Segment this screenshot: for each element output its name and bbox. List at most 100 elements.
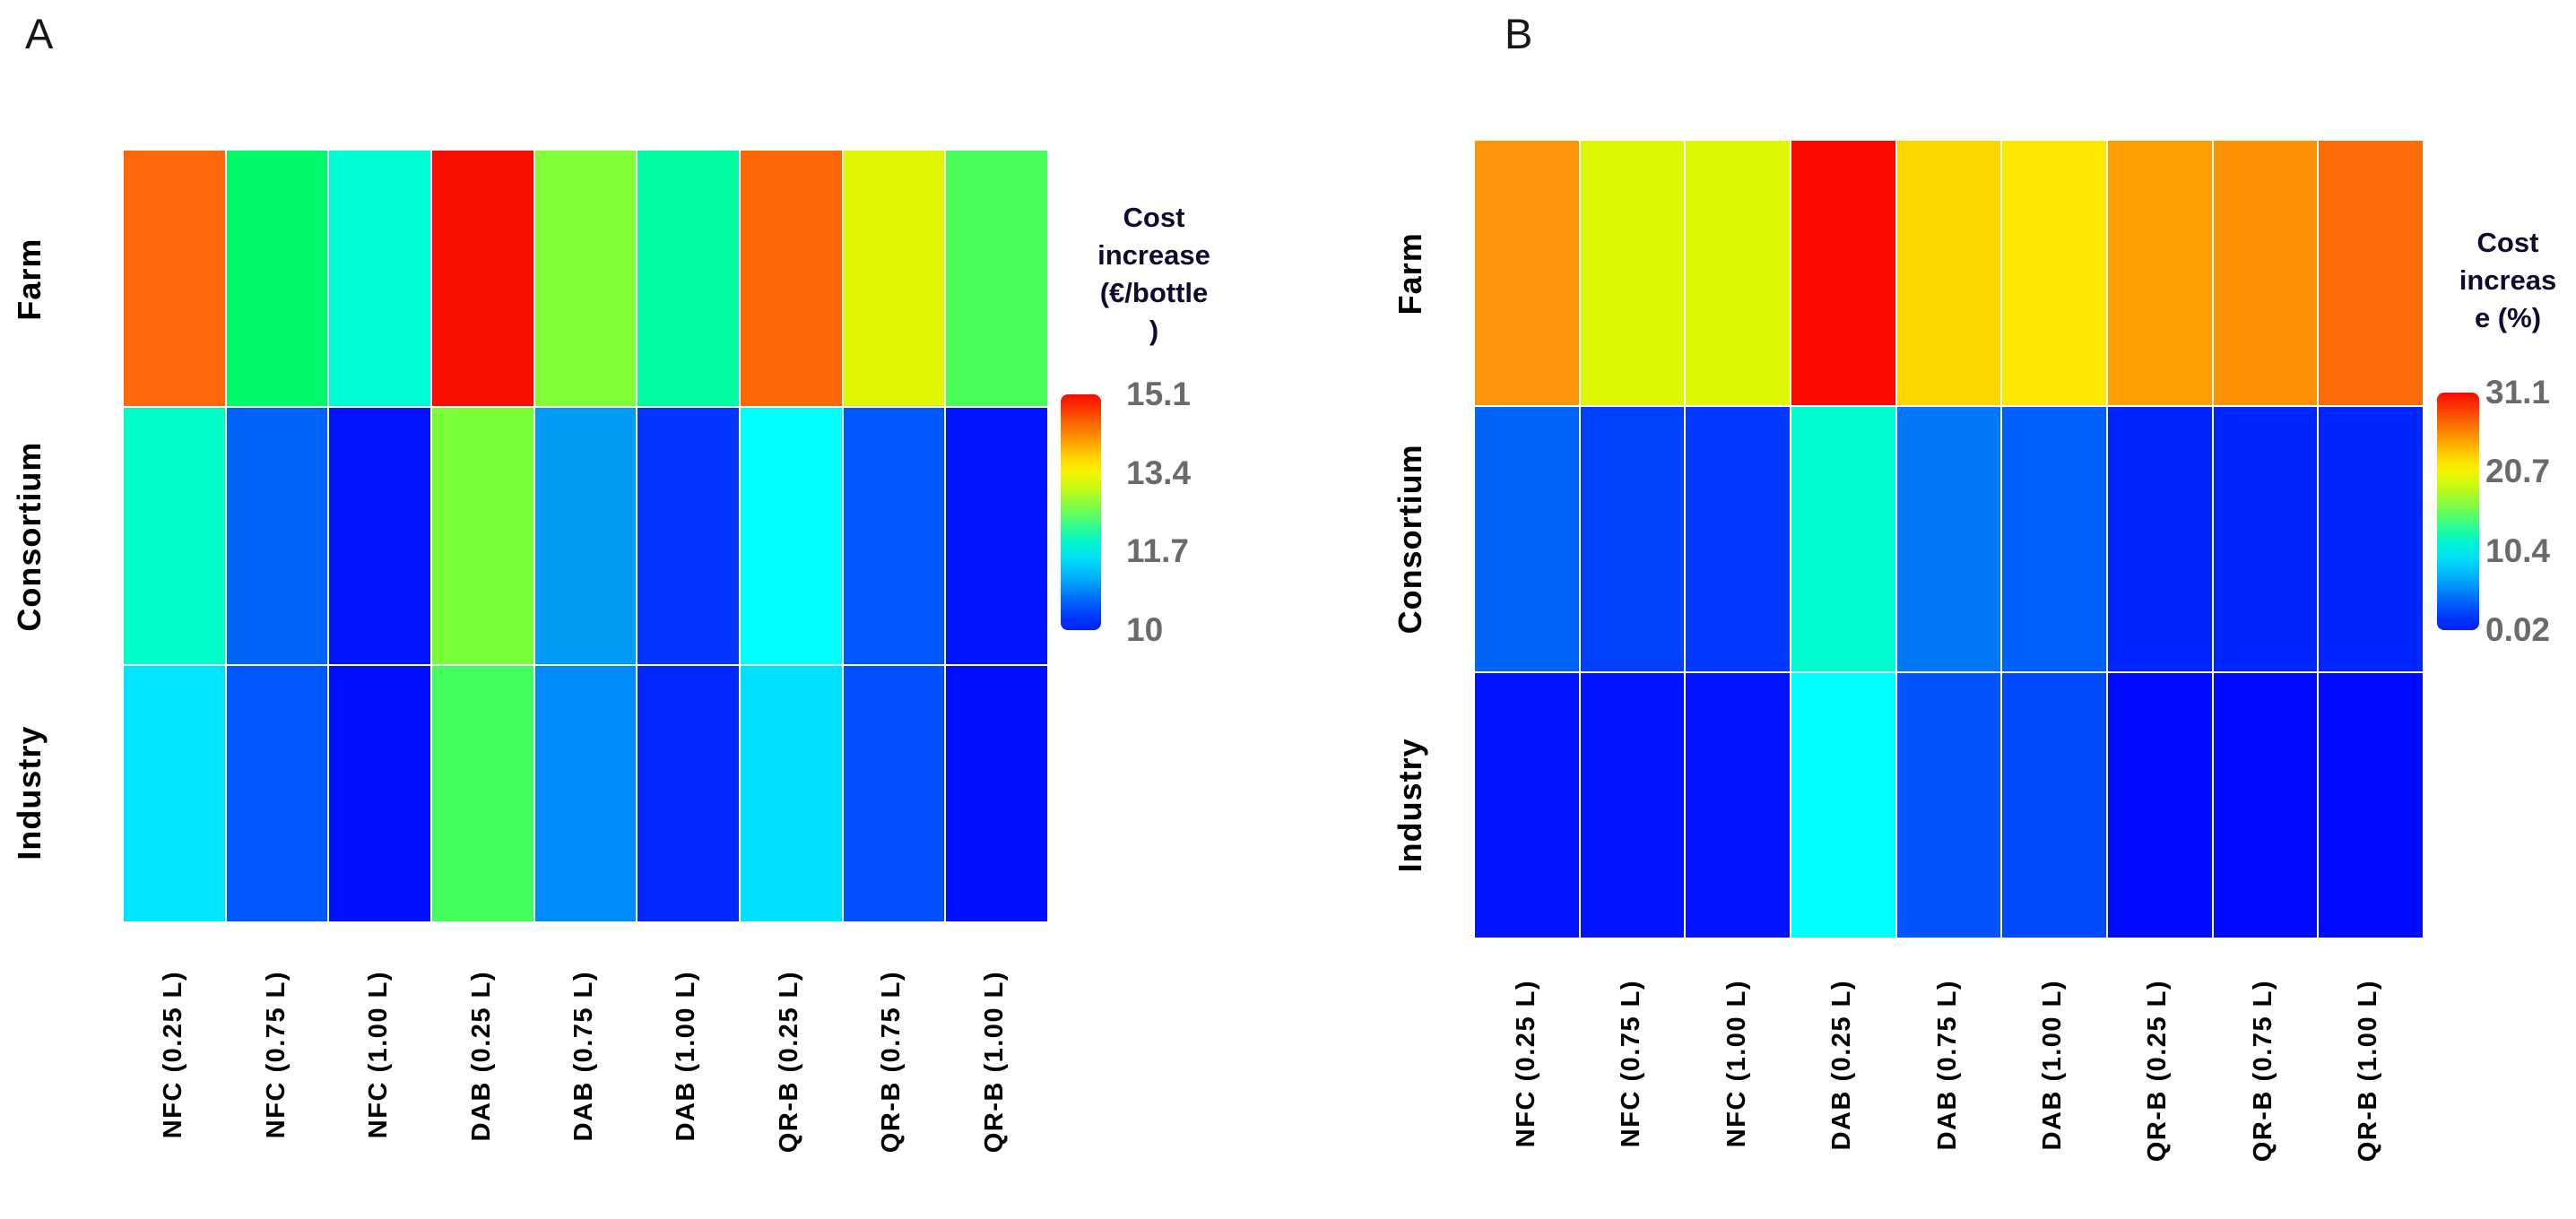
heatmap-a-cell-r2c1: [226, 665, 328, 921]
row-label-b-farm: Farm: [1392, 232, 1428, 316]
legend-title-line: increas: [2459, 264, 2557, 296]
heatmap-a-cell-r0c1: [226, 151, 328, 407]
legend-title-line: (€/bottle: [1099, 277, 1209, 308]
colorbar-a: [1061, 394, 1101, 630]
colorbar-a-tick-11.7: 11.7: [1126, 532, 1189, 570]
heatmap-b-cell-r0c3: [1791, 141, 1895, 405]
heatmap-b-cell-r0c2: [1686, 141, 1790, 405]
heatmap-b-cell-r2c8: [2319, 673, 2423, 938]
row-label-b-consortium: Consortium: [1392, 444, 1428, 635]
heatmap-a-cell-r0c5: [637, 151, 739, 407]
heatmap-a-cell-r2c6: [740, 665, 842, 921]
heatmap-b-cell-r1c4: [1896, 407, 2001, 671]
heatmap-b-cell-r0c7: [2213, 141, 2318, 405]
panel-a-label: A: [25, 10, 54, 57]
col-label-a-5: DAB (1.00 L): [672, 971, 701, 1142]
heatmap-b-cell-r2c6: [2107, 673, 2212, 938]
col-label-a-7: QR-B (0.75 L): [877, 971, 906, 1154]
heatmap-a-cell-r0c4: [534, 151, 637, 407]
legend-title-a: Cost increase (€/bottle): [1073, 199, 1235, 350]
legend-title-line: increase: [1097, 239, 1210, 271]
heatmap-a-cell-r1c7: [843, 408, 945, 664]
col-label-a-4: DAB (0.75 L): [569, 971, 598, 1142]
heatmap-b-cell-r0c8: [2319, 141, 2423, 405]
heatmap-a-cell-r0c0: [124, 151, 225, 407]
heatmap-a-cell-r1c0: [124, 408, 225, 664]
col-label-b-7: QR-B (0.75 L): [2248, 980, 2277, 1163]
heatmap-b-cell-r2c0: [1475, 673, 1579, 938]
heatmap-b-cell-r1c8: [2319, 407, 2423, 671]
heatmap-b-cell-r2c1: [1580, 673, 1685, 938]
col-label-a-2: NFC (1.00 L): [364, 971, 394, 1139]
col-label-b-0: NFC (0.25 L): [1511, 980, 1540, 1148]
colorbar-b-tick-10.4: 10.4: [2485, 532, 2551, 569]
heatmap-a-cell-r1c5: [637, 408, 739, 664]
legend-title-line: ): [1149, 315, 1159, 346]
heatmap-b-cell-r2c2: [1686, 673, 1790, 938]
row-label-a-farm: Farm: [11, 238, 48, 321]
heatmap-b-cell-r0c5: [2002, 141, 2106, 405]
panel-b-label: B: [1505, 10, 1533, 57]
heatmap-a-cell-r1c1: [226, 408, 328, 664]
legend-title-line: Cost: [2476, 227, 2539, 258]
heatmap-b-cell-r2c7: [2213, 673, 2318, 938]
colorbar-b-tick-31.1: 31.1: [2485, 374, 2551, 411]
heatmap-a-cell-r2c5: [637, 665, 739, 921]
heatmap-a-cell-r2c4: [534, 665, 637, 921]
heatmap-b-cell-r0c0: [1475, 141, 1579, 405]
colorbar-a-tick-10: 10: [1126, 611, 1164, 648]
col-label-b-4: DAB (0.75 L): [1932, 980, 1962, 1151]
heatmap-a-cell-r1c3: [431, 408, 533, 664]
heatmap-a-cell-r1c8: [946, 408, 1047, 664]
heatmap-b-cell-r2c5: [2002, 673, 2106, 938]
col-label-a-3: DAB (0.25 L): [466, 971, 496, 1142]
heatmap-b-cell-r1c7: [2213, 407, 2318, 671]
heatmap-a-cell-r1c2: [329, 408, 430, 664]
heatmap-b-cell-r1c1: [1580, 407, 1685, 671]
heatmap-a: [124, 151, 1047, 921]
heatmap-a-cell-r0c7: [843, 151, 945, 407]
heatmap-a-cell-r1c6: [740, 408, 842, 664]
heatmap-b-cell-r2c3: [1791, 673, 1895, 938]
row-label-a-consortium: Consortium: [11, 440, 48, 631]
col-label-b-5: DAB (1.00 L): [2037, 980, 2067, 1151]
col-label-b-6: QR-B (0.25 L): [2143, 980, 2173, 1163]
colorbar-b-tick-0.02: 0.02: [2485, 611, 2551, 648]
heatmap-a-cell-r0c2: [329, 151, 430, 407]
heatmap-a-cell-r0c3: [431, 151, 533, 407]
colorbar-b: [2437, 393, 2479, 630]
col-label-a-8: QR-B (1.00 L): [979, 971, 1009, 1154]
legend-title-line: e (%): [2474, 302, 2542, 333]
col-label-b-3: DAB (0.25 L): [1827, 980, 1857, 1151]
heatmap-b-cell-r1c3: [1791, 407, 1895, 671]
col-label-a-0: NFC (0.25 L): [159, 971, 188, 1139]
row-label-a-industry: Industry: [11, 725, 48, 860]
row-label-b-industry: Industry: [1392, 737, 1428, 872]
heatmap-b-cell-r1c5: [2002, 407, 2106, 671]
colorbar-b-tick-20.7: 20.7: [2485, 453, 2551, 490]
heatmap-a-cell-r2c3: [431, 665, 533, 921]
heatmap-b: [1475, 141, 2423, 938]
heatmap-b-cell-r1c0: [1475, 407, 1579, 671]
heatmap-b-cell-r1c2: [1686, 407, 1790, 671]
col-label-b-1: NFC (0.75 L): [1617, 980, 1646, 1148]
heatmap-a-cell-r2c0: [124, 665, 225, 921]
col-label-a-6: QR-B (0.25 L): [774, 971, 803, 1154]
heatmap-b-cell-r0c4: [1896, 141, 2001, 405]
colorbar-a-tick-15.1: 15.1: [1126, 376, 1192, 412]
heatmap-b-cell-r2c4: [1896, 673, 2001, 938]
colorbar-a-tick-13.4: 13.4: [1126, 454, 1192, 491]
heatmap-a-cell-r0c6: [740, 151, 842, 407]
heatmap-a-cell-r2c7: [843, 665, 945, 921]
heatmap-a-cell-r2c2: [329, 665, 430, 921]
col-label-a-1: NFC (0.75 L): [261, 971, 291, 1139]
heatmap-a-cell-r0c8: [946, 151, 1047, 407]
legend-title-b: Cost increas e (%): [2427, 224, 2576, 337]
legend-title-line: Cost: [1123, 202, 1185, 233]
heatmap-a-cell-r1c4: [534, 408, 637, 664]
heatmap-b-cell-r0c6: [2107, 141, 2212, 405]
heatmap-b-cell-r0c1: [1580, 141, 1685, 405]
col-label-b-2: NFC (1.00 L): [1722, 980, 1751, 1148]
heatmap-a-cell-r2c8: [946, 665, 1047, 921]
